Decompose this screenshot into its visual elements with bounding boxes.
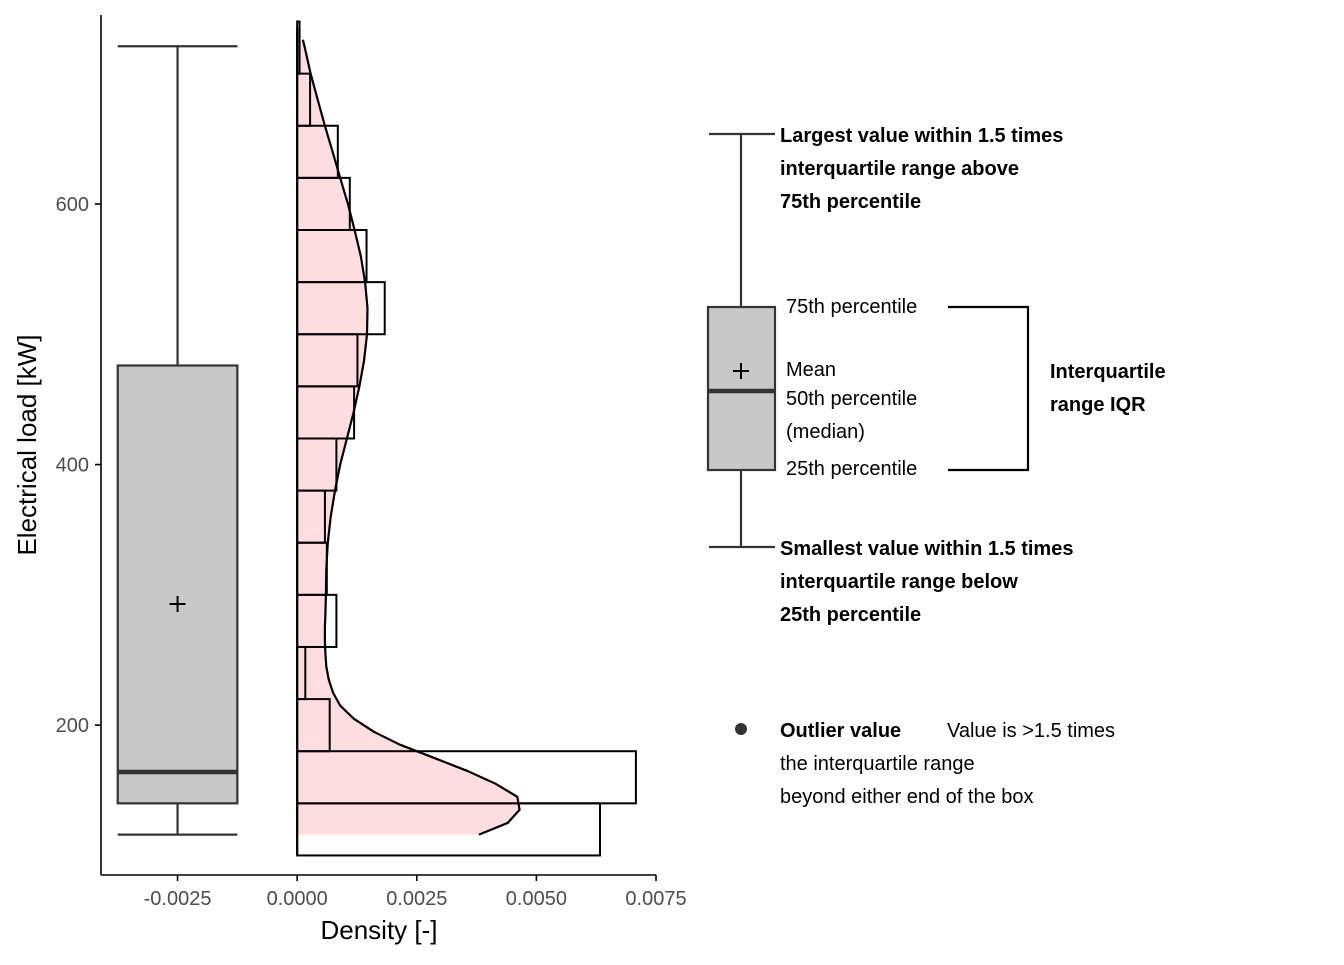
key-whisker-high-label: Largest value within 1.5 times interquar…	[780, 125, 1069, 213]
x-axis-title: Density [-]	[320, 915, 437, 945]
boxplot-key: Largest value within 1.5 times interquar…	[706, 125, 1171, 808]
x-tick-label: 0.0050	[506, 888, 567, 910]
y-tick-label: 400	[56, 455, 89, 477]
boxplot-layer	[116, 45, 239, 836]
x-tick-label: 0.0075	[625, 888, 686, 910]
x-tick-label: 0.0025	[386, 888, 447, 910]
key-iqr-bracket	[948, 305, 1030, 472]
histogram-layer	[296, 20, 637, 857]
density-area	[297, 39, 520, 835]
key-q1-label: 25th percentile	[786, 458, 917, 480]
box-iqr	[116, 364, 239, 805]
key-q3-label: 75th percentile	[786, 296, 917, 318]
x-tick-label: 0.0000	[267, 888, 328, 910]
y-tick-label: 200	[56, 715, 89, 737]
key-outlier-dot	[735, 723, 747, 735]
key-mean-marker	[733, 363, 749, 379]
ticks-layer: -0.0025 0.0000 0.0025 0.0050 0.0075 200 400 600	[56, 194, 687, 910]
key-iqr-label: Interquartile range IQR	[1050, 361, 1171, 416]
key-outlier-desc: Value is >1.5 times the interquartile ra…	[780, 720, 1121, 808]
key-mean-label: Mean	[786, 359, 836, 381]
x-tick-label: -0.0025	[144, 888, 212, 910]
key-box	[706, 305, 777, 472]
axes-layer	[100, 15, 656, 876]
y-tick-label: 600	[56, 194, 89, 216]
key-whisker-low-label: Smallest value within 1.5 times interqua…	[780, 538, 1079, 626]
y-axis-title: Electrical load [kW]	[12, 334, 42, 555]
density-layer	[297, 39, 520, 835]
density-curve	[301, 39, 521, 836]
key-outlier-title: Outlier value	[780, 720, 901, 742]
key-median-label: 50th percentile (median)	[786, 388, 923, 443]
